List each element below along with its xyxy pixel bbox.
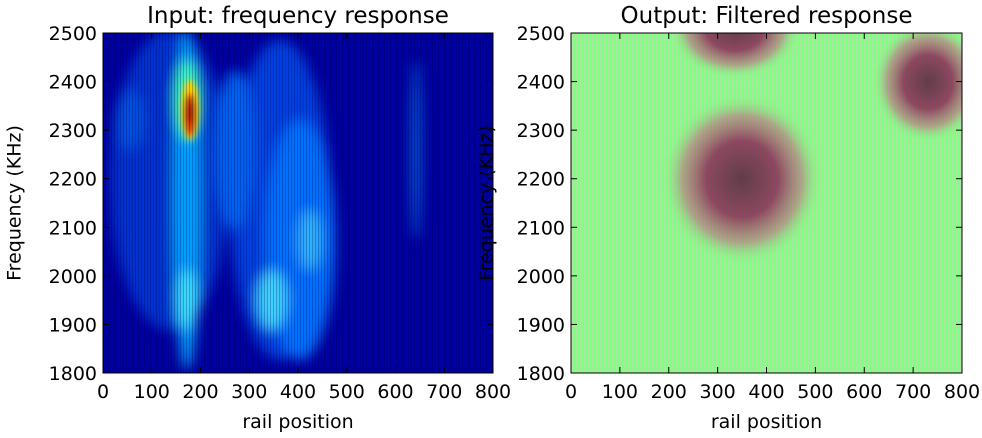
y-tick-label: 2300 [517, 120, 565, 142]
heatmap-image [571, 33, 962, 373]
x-tick-label: 400 [280, 381, 316, 403]
x-tick-label: 500 [329, 381, 365, 403]
x-tick-label: 800 [944, 381, 980, 403]
x-tick-label: 800 [475, 381, 511, 403]
y-axis-label: Frequency (KHz) [476, 125, 498, 281]
x-tick-label: 0 [565, 381, 577, 403]
y-tick-label: 2500 [49, 23, 97, 45]
chart-title: Output: Filtered response [621, 3, 913, 29]
y-tick-label: 1800 [49, 363, 97, 385]
x-tick-label: 700 [426, 381, 462, 403]
x-tick-label: 100 [134, 381, 170, 403]
heatmap-image [103, 33, 493, 373]
x-tick-label: 200 [651, 381, 687, 403]
x-tick-label: 300 [231, 381, 267, 403]
y-tick-label: 1900 [49, 314, 97, 336]
y-tick-label: 2000 [517, 266, 565, 288]
y-tick-label: 2500 [517, 23, 565, 45]
x-tick-label: 700 [895, 381, 931, 403]
x-axis-label: rail position [711, 411, 822, 433]
x-tick-label: 200 [182, 381, 218, 403]
y-tick-label: 2200 [517, 169, 565, 191]
x-tick-label: 600 [846, 381, 882, 403]
x-tick-label: 100 [602, 381, 638, 403]
y-tick-label: 2200 [49, 169, 97, 191]
x-tick-label: 500 [797, 381, 833, 403]
x-axis-label: rail position [242, 411, 353, 433]
y-tick-label: 2300 [49, 120, 97, 142]
y-tick-label: 1800 [517, 363, 565, 385]
y-tick-label: 1900 [517, 314, 565, 336]
y-tick-label: 2400 [517, 72, 565, 94]
y-tick-label: 2100 [49, 217, 97, 239]
x-tick-label: 400 [748, 381, 784, 403]
y-tick-label: 2000 [49, 266, 97, 288]
y-axis-label: Frequency (KHz) [4, 125, 26, 281]
y-tick-label: 2400 [49, 72, 97, 94]
y-tick-label: 2100 [517, 217, 565, 239]
x-tick-label: 0 [97, 381, 109, 403]
chart-title: Input: frequency response [147, 3, 449, 29]
x-tick-label: 600 [377, 381, 413, 403]
x-tick-label: 300 [699, 381, 735, 403]
